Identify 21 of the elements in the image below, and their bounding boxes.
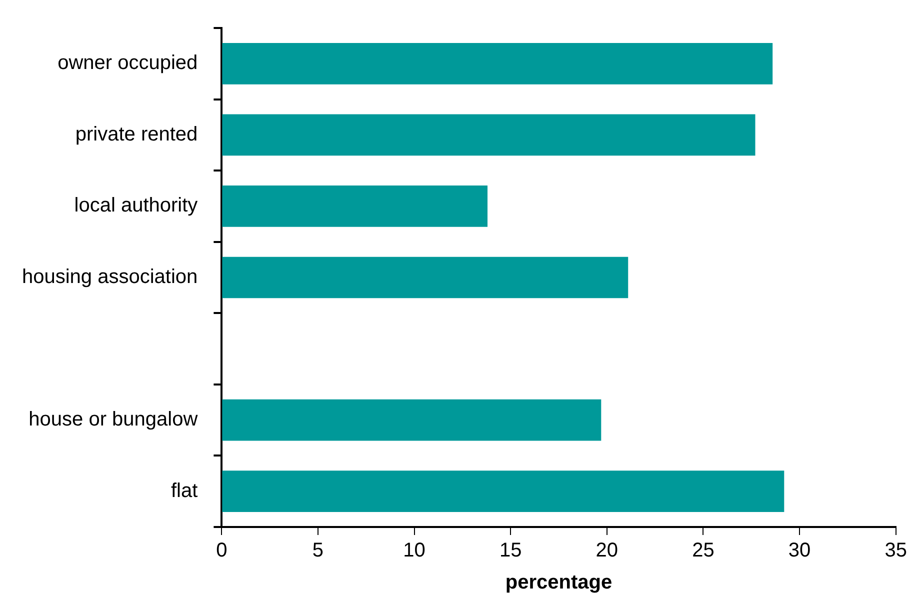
bar [222,399,602,441]
x-tick-label: 15 [499,540,522,562]
y-tick-label: house or bungalow [28,408,198,431]
x-tick-label: 5 [312,540,324,562]
y-tick-label: owner occupied [58,52,198,74]
bar [222,186,488,227]
y-tick-label: flat [170,480,198,502]
y-tick-label: housing association [22,266,198,288]
bar [222,42,773,84]
x-tick-label: 30 [788,540,811,562]
x-tick-label: 0 [216,540,228,562]
bar [222,256,628,298]
x-tick-label: 25 [692,540,714,562]
x-tick-label: 20 [596,540,618,562]
x-axis-title: percentage [505,572,612,594]
x-tick-label: 35 [884,540,907,562]
x-tick-label: 10 [403,540,426,562]
y-tick-label: private rented [75,123,198,146]
bar [222,470,784,512]
bar [222,114,756,156]
y-tick-label: local authority [74,194,198,217]
